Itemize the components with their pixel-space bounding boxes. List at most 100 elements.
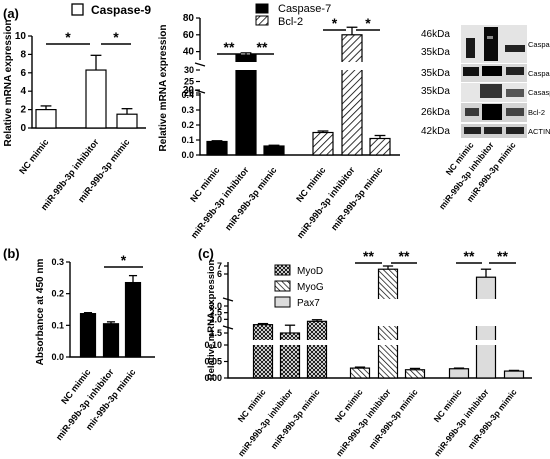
y-tick-label: 0.0	[51, 352, 64, 362]
bar-absorbance	[102, 323, 120, 358]
blot-band	[464, 127, 481, 134]
blot-band	[484, 127, 502, 134]
significance-label: *	[65, 29, 71, 45]
y-tick-label: 0.3	[181, 105, 194, 115]
bar-bcl2	[369, 137, 391, 156]
y-tick-label: 0.2	[51, 289, 64, 299]
bar-absorbance	[79, 313, 97, 358]
legend-swatch	[255, 15, 269, 26]
ladder-label: 35kDa	[421, 47, 450, 58]
bar-break-gap	[306, 340, 328, 345]
y-tick-label: 0.3	[51, 257, 64, 267]
significance-label: *	[121, 252, 127, 268]
y-axis-label: Relative mRNA expression	[158, 25, 169, 152]
y-tick-label: 0.2	[181, 120, 194, 130]
bar-pax7	[448, 368, 470, 379]
bar-pax7	[475, 276, 497, 379]
y-tick-label: 3.0	[209, 301, 222, 311]
blot-band	[506, 127, 524, 134]
bar-pax7	[503, 370, 525, 379]
protein-label: Caspase7	[528, 69, 550, 78]
x-tick-label: NC mimic	[17, 137, 50, 176]
y-tick-label: 40	[183, 47, 195, 58]
axis-break	[222, 297, 234, 302]
significance-label: **	[399, 248, 410, 264]
legend-label: Pax7	[297, 298, 320, 309]
significance-label: *	[332, 15, 338, 31]
significance-label: *	[113, 29, 119, 45]
protein-label: ACTIN	[528, 127, 550, 136]
panel-label-c: (c)	[198, 246, 214, 261]
legend-swatch	[274, 296, 291, 308]
significance-label: *	[365, 15, 371, 31]
y-tick-label: 0	[20, 123, 26, 134]
y-tick-label: 25	[184, 77, 194, 87]
bar-myod	[306, 320, 328, 379]
blot-band	[482, 66, 502, 76]
bar-caspase9	[116, 113, 138, 129]
blot-band	[506, 67, 524, 75]
significance-label: **	[363, 248, 374, 264]
significance-label: **	[464, 248, 475, 264]
y-tick-label: 2	[20, 105, 26, 116]
x-tick-label: miR-99b-3p mimic	[367, 387, 420, 451]
y-tick-label: 60	[183, 30, 195, 41]
y-tick-label: 0.1	[51, 320, 64, 330]
significance-label: **	[224, 39, 235, 55]
y-tick-label: 30	[184, 65, 194, 75]
legend-swatch	[274, 264, 291, 276]
legend-label: Bcl-2	[278, 16, 303, 28]
bar-caspase9	[35, 108, 57, 129]
blot-band	[466, 38, 475, 58]
x-tick-label: miR-99b-3p inhibitor	[39, 137, 101, 212]
axis-break	[222, 325, 234, 330]
ladder-label: 26kDa	[421, 107, 450, 118]
y-tick-label: 0.05	[204, 357, 222, 367]
bar-break-gap	[377, 299, 399, 326]
protein-label: Casaspe3	[528, 88, 550, 97]
protein-label: Bcl-2	[528, 108, 545, 117]
y-axis-label: Relative mRNA expression	[3, 20, 14, 147]
bar-bcl2	[341, 34, 363, 156]
legend-swatch	[274, 280, 291, 292]
western-blot: 46kDa 35kDa 35kDa 35kDa 26kDa 42kDa Casp…	[421, 25, 550, 211]
bar-break-gap	[252, 340, 274, 345]
panel-label-b: (b)	[3, 246, 20, 261]
chart-c: 67 2.02.53.0 0.00 0.05 0.10 1.5 ** ** ** ** MyoD My…	[204, 248, 532, 458]
blot-band	[482, 104, 502, 120]
y-tick-label: 2.0	[209, 314, 222, 324]
axis-break	[194, 62, 206, 67]
bar-caspase7	[263, 145, 285, 156]
blot-band	[487, 36, 493, 39]
y-tick-label: 10	[15, 31, 27, 42]
legend-label: MyoG	[297, 282, 324, 293]
y-tick-label: 4	[20, 86, 26, 97]
x-tick-label: miR-99b-3p mimic	[269, 387, 322, 451]
y-tick-label: 0.10	[204, 340, 222, 350]
y-axis-label: Relative mRNA expression	[206, 260, 217, 381]
blot-band	[484, 27, 498, 61]
legend-swatch	[71, 3, 84, 16]
y-tick-label: 20	[183, 85, 195, 96]
y-tick-label: 0.0	[181, 150, 194, 160]
y-tick-label: 6	[217, 269, 222, 279]
x-tick-label: miR-99b-3p mimic	[223, 165, 279, 232]
protein-label: Caspase9	[528, 40, 550, 49]
blot-band	[506, 108, 524, 116]
y-tick-label: 1.5	[209, 328, 222, 338]
y-tick-label: 0.1	[181, 135, 194, 145]
bar-break-gap	[475, 299, 497, 326]
ladder-label: 42kDa	[421, 126, 450, 137]
bar-bcl2	[312, 131, 334, 156]
y-tick-label: 8	[20, 49, 26, 60]
x-tick-label: miR-99b-3p mimic	[329, 165, 385, 232]
bar-myod	[252, 324, 274, 379]
significance-label: **	[497, 248, 508, 264]
ladder-label: 35kDa	[421, 68, 450, 79]
bar-absorbance	[124, 281, 142, 358]
bar-caspase9	[85, 69, 107, 129]
bar-myod	[279, 332, 301, 379]
blot-band	[463, 67, 479, 76]
bar-myog	[404, 369, 426, 379]
